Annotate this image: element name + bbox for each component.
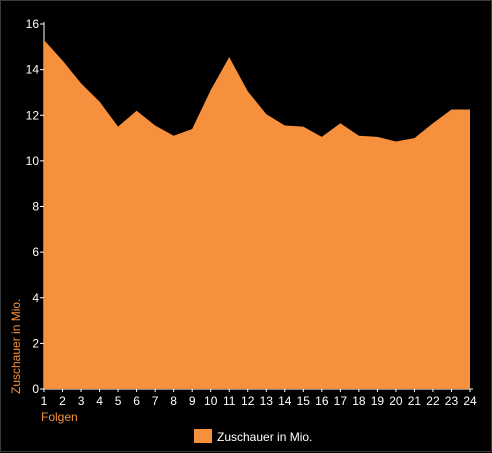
- x-tick-label: 1: [41, 394, 48, 408]
- y-tick-label: 10: [26, 154, 40, 168]
- x-tick-label: 6: [133, 394, 140, 408]
- y-tick-label: 4: [32, 291, 39, 305]
- x-tick-label: 3: [78, 394, 85, 408]
- x-tick-label: 21: [408, 394, 422, 408]
- x-tick-label: 5: [115, 394, 122, 408]
- x-tick-label: 4: [96, 394, 103, 408]
- y-tick-label: 2: [32, 336, 39, 350]
- x-tick-label: 16: [315, 394, 329, 408]
- y-tick-label: 16: [26, 17, 40, 31]
- y-tick-label: 0: [32, 382, 39, 396]
- legend: Zuschauer in Mio.: [194, 429, 312, 444]
- x-tick-label: 13: [260, 394, 274, 408]
- x-tick-label: 15: [297, 394, 311, 408]
- x-tick-label: 19: [371, 394, 385, 408]
- x-tick-label: 17: [334, 394, 348, 408]
- x-tick-label: 22: [426, 394, 440, 408]
- legend-swatch: [194, 429, 212, 443]
- series-area: [44, 39, 470, 389]
- y-tick-label: 12: [26, 108, 40, 122]
- y-tick-label: 8: [32, 200, 39, 214]
- x-tick-label: 23: [445, 394, 459, 408]
- x-axis-ticks: 1 2 3 4 5 6 7 8 9 10 11 12 13 14 15 16 17 18 19 20 21 22 23 24: [41, 389, 477, 408]
- x-axis-title: Folgen: [41, 410, 78, 424]
- x-tick-label: 18: [352, 394, 366, 408]
- x-tick-label: 24: [463, 394, 477, 408]
- y-axis-title: Zuschauer in Mio.: [9, 299, 23, 394]
- plot-area: [44, 39, 470, 389]
- x-tick-label: 8: [170, 394, 177, 408]
- x-tick-label: 7: [152, 394, 159, 408]
- x-tick-label: 11: [223, 394, 236, 408]
- x-tick-label: 9: [189, 394, 196, 408]
- x-tick-label: 14: [278, 394, 292, 408]
- x-tick-label: 20: [389, 394, 403, 408]
- x-tick-label: 2: [59, 394, 66, 408]
- x-tick-label: 10: [204, 394, 218, 408]
- y-axis-ticks: 0 2 4 6 8 10 12 14 16: [26, 17, 44, 396]
- y-tick-label: 14: [26, 63, 40, 77]
- y-tick-label: 6: [32, 245, 39, 259]
- legend-label: Zuschauer in Mio.: [217, 430, 312, 444]
- x-tick-label: 12: [241, 394, 255, 408]
